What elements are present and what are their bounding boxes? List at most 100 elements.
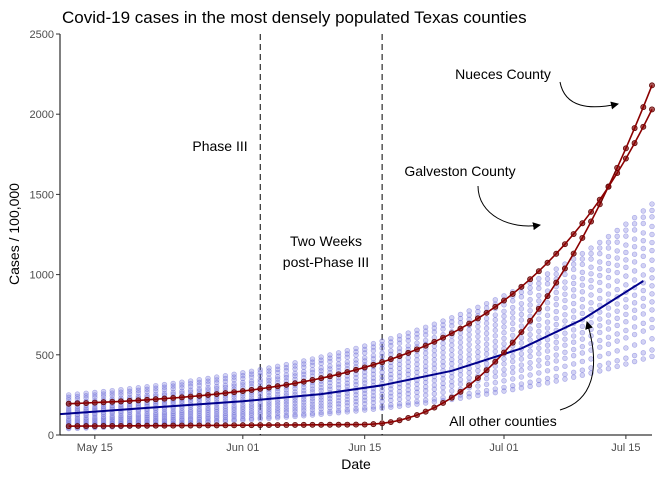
other-county-point — [614, 315, 620, 321]
other-county-point — [553, 365, 559, 372]
other-county-point — [544, 368, 551, 374]
other-county-point — [396, 396, 403, 402]
other-county-point — [318, 411, 324, 417]
other-county-point — [588, 306, 594, 313]
other-county-point — [362, 373, 368, 379]
other-county-point — [240, 370, 246, 376]
other-county-point — [605, 312, 612, 318]
other-county-point — [527, 383, 533, 390]
other-county-point — [405, 395, 411, 401]
other-county-point — [431, 365, 438, 371]
x-tick-label: Jun 15 — [348, 442, 381, 454]
other-county-point — [309, 401, 316, 407]
other-county-point — [597, 295, 603, 302]
other-county-point — [126, 412, 133, 418]
other-county-point — [579, 296, 586, 303]
other-county-point — [431, 329, 438, 335]
other-county-point — [422, 359, 429, 365]
other-county-point — [449, 315, 455, 321]
other-county-point — [518, 323, 525, 329]
other-county-point — [318, 365, 324, 371]
other-county-point — [588, 250, 594, 257]
other-county-point — [292, 366, 298, 372]
other-county-point — [475, 353, 481, 360]
other-county-point — [536, 316, 542, 322]
other-county-point — [466, 336, 472, 343]
other-county-point — [440, 349, 446, 356]
other-county-point — [536, 381, 542, 388]
two-weeks-label-line2: post-Phase III — [283, 254, 369, 270]
other-county-point — [466, 308, 472, 314]
other-county-point — [623, 257, 629, 263]
other-county-point — [449, 356, 455, 363]
other-county-point — [388, 363, 394, 370]
other-county-point — [379, 377, 385, 383]
other-county-point — [335, 382, 342, 388]
other-county-point — [536, 275, 542, 282]
other-county-point — [527, 379, 533, 385]
other-county-point — [501, 361, 507, 367]
other-county-point — [614, 358, 620, 364]
other-county-point — [318, 385, 324, 391]
other-county-point — [396, 403, 403, 409]
galveston-arrow — [477, 185, 541, 231]
other-county-point — [483, 361, 490, 367]
other-county-point — [570, 293, 577, 299]
other-county-point — [597, 316, 603, 322]
other-county-point — [518, 340, 525, 346]
other-county-point — [318, 409, 324, 416]
phase-iii-label: Phase III — [192, 138, 247, 154]
other-county-point — [335, 385, 342, 391]
other-county-point — [553, 315, 559, 322]
other-county-point — [431, 399, 438, 405]
other-county-point — [562, 342, 568, 348]
other-county-point — [405, 334, 411, 340]
other-county-point — [388, 397, 394, 404]
other-county-point — [649, 223, 655, 230]
other-county-point — [579, 275, 586, 282]
other-county-point — [597, 239, 603, 246]
other-county-point — [431, 396, 438, 402]
other-county-point — [257, 369, 263, 376]
other-county-point — [579, 261, 586, 268]
other-county-point — [597, 287, 603, 294]
other-county-point — [353, 402, 359, 408]
other-county-point — [475, 328, 481, 335]
other-county-point — [536, 298, 542, 304]
other-county-point — [649, 316, 655, 323]
other-county-point — [440, 389, 446, 396]
other-county-point — [631, 352, 638, 359]
other-county-point — [222, 373, 229, 379]
other-county-point — [605, 253, 612, 260]
other-county-point — [631, 251, 638, 257]
other-county-point — [510, 353, 516, 360]
other-county-point — [570, 369, 577, 376]
other-county-point — [379, 365, 385, 372]
other-county-point — [214, 377, 220, 383]
other-county-point — [187, 383, 194, 390]
x-tick-label: Jun 01 — [226, 442, 259, 454]
other-county-point — [266, 414, 272, 420]
other-county-point — [353, 382, 359, 388]
other-county-point — [597, 344, 603, 350]
other-county-point — [605, 233, 612, 240]
other-county-point — [431, 391, 438, 397]
other-county-point — [614, 301, 620, 307]
other-county-point — [370, 347, 377, 354]
other-county-point — [457, 311, 464, 318]
other-county-point — [240, 372, 246, 379]
other-county-point — [553, 352, 559, 358]
other-county-point — [510, 386, 516, 393]
other-county-point — [623, 304, 629, 310]
nueces-fit-line — [68, 85, 653, 427]
other-county-point — [640, 245, 646, 252]
other-county-point — [501, 388, 507, 394]
other-county-point — [597, 265, 603, 272]
other-county-point — [266, 403, 272, 410]
other-county-point — [144, 410, 150, 417]
other-county-point — [414, 327, 420, 333]
other-county-point — [309, 367, 316, 373]
other-county-point — [414, 340, 420, 346]
other-county-point — [231, 383, 237, 389]
other-county-point — [457, 358, 464, 365]
